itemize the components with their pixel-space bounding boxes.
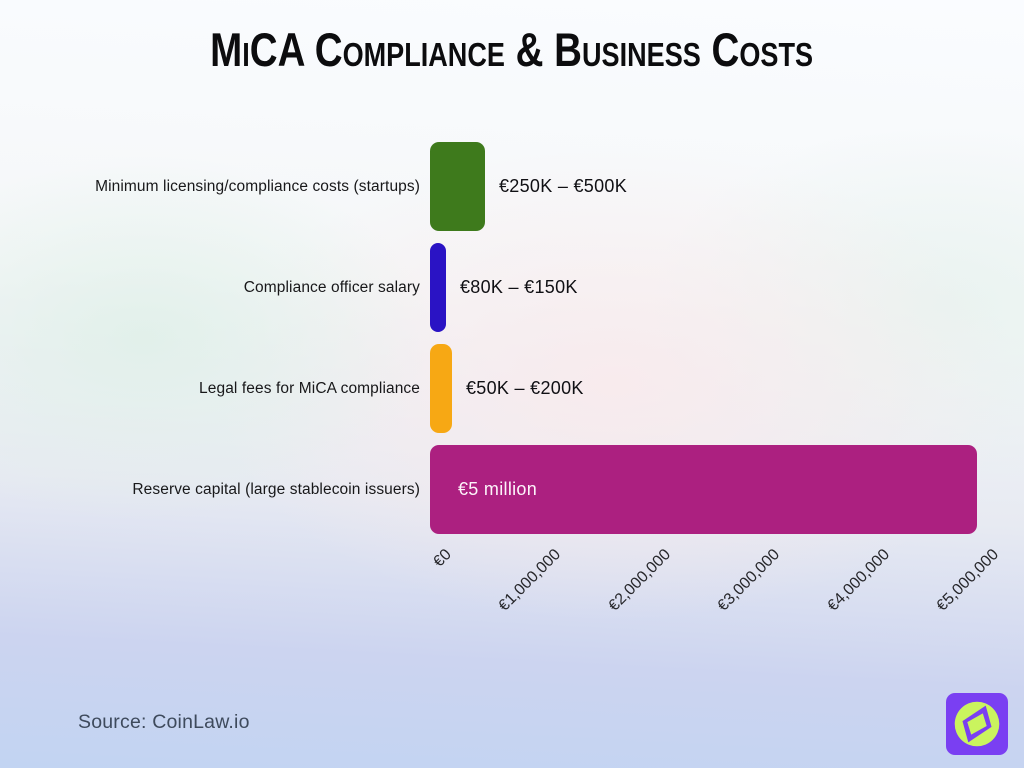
category-label: Compliance officer salary — [243, 278, 420, 296]
x-axis-tick-label: €2,000,000 — [605, 546, 674, 615]
category-label: Legal fees for MiCA compliance — [199, 379, 420, 397]
bar — [430, 445, 977, 534]
x-axis-tick-label: €5,000,000 — [933, 546, 1003, 615]
x-axis-tick-label: €4,000,000 — [823, 546, 893, 615]
chart-title: MiCA Compliance & Business Costs — [210, 23, 814, 76]
source-credit: Source: CoinLaw.io — [78, 711, 250, 733]
category-label: Minimum licensing/compliance costs (star… — [95, 177, 420, 195]
bar — [430, 344, 452, 433]
compass-icon — [954, 701, 1000, 747]
value-label: €5 million — [458, 479, 538, 499]
bar — [430, 243, 446, 332]
bar — [430, 142, 485, 231]
title-bar: MiCA Compliance & Business Costs — [0, 22, 1024, 77]
x-axis-tick-label: €0 — [430, 546, 456, 571]
x-axis-tick-label: €3,000,000 — [714, 546, 784, 615]
category-label: Reserve capital (large stablecoin issuer… — [132, 480, 420, 498]
value-label: €80K – €150K — [460, 277, 578, 297]
coinlaw-logo — [946, 693, 1008, 755]
value-label: €50K – €200K — [466, 378, 584, 398]
value-label: €250K – €500K — [499, 176, 628, 196]
x-axis-tick-label: €1,000,000 — [495, 546, 565, 615]
